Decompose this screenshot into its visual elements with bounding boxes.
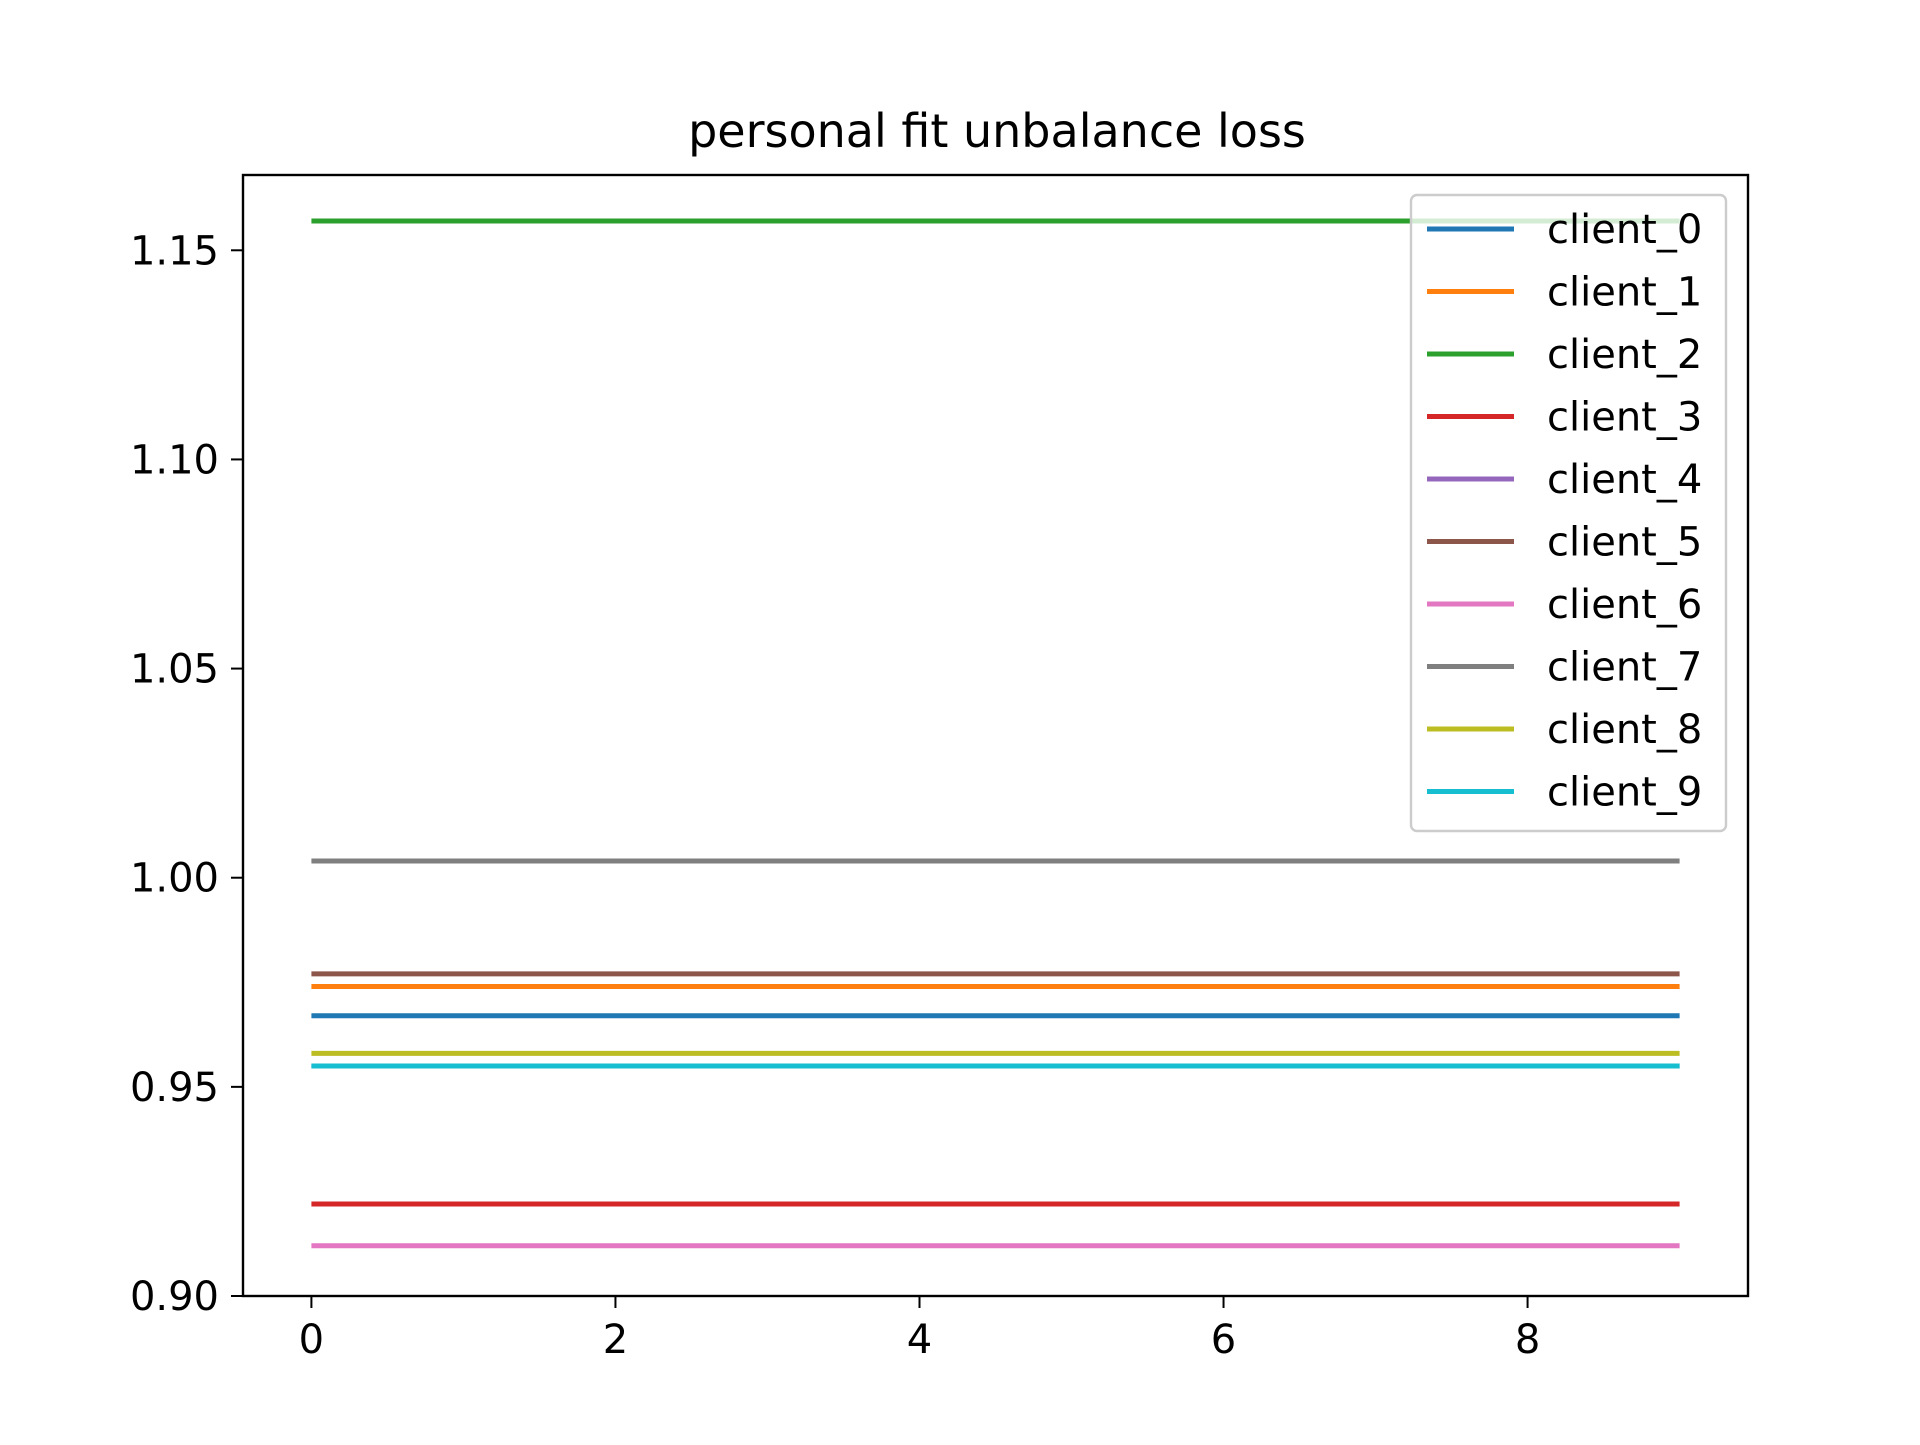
legend-item-client-1: client_1 — [1427, 270, 1702, 316]
x-tick-label: 6 — [1211, 1317, 1236, 1363]
plot-frame — [241, 173, 1750, 1298]
legend-label: client_9 — [1547, 770, 1702, 816]
x-tick-label: 0 — [299, 1317, 324, 1363]
legend-label: client_4 — [1547, 457, 1702, 503]
legend-item-client-5: client_5 — [1427, 520, 1702, 566]
y-tick-label: 1.00 — [130, 856, 219, 902]
legend-label: client_2 — [1547, 332, 1702, 378]
x-tick-label: 8 — [1515, 1317, 1540, 1363]
legend-label: client_5 — [1547, 520, 1702, 566]
legend-label: client_1 — [1547, 270, 1702, 316]
y-tick-label: 1.15 — [130, 228, 219, 274]
x-tick-label: 4 — [907, 1317, 932, 1363]
chart-title: personal fit unbalance loss — [688, 104, 1306, 158]
series-layer — [311, 218, 1680, 1249]
legend-label: client_8 — [1547, 707, 1702, 753]
legend-item-client-4: client_4 — [1427, 457, 1702, 503]
y-tick-label: 0.95 — [130, 1065, 219, 1111]
x-tick-label: 2 — [603, 1317, 628, 1363]
legend-item-client-8: client_8 — [1427, 707, 1702, 753]
legend-item-client-2: client_2 — [1427, 332, 1702, 378]
y-tick-label: 0.90 — [130, 1274, 219, 1320]
legend-label: client_0 — [1547, 207, 1702, 253]
legend-item-client-7: client_7 — [1427, 645, 1702, 691]
legend-item-client-0: client_0 — [1427, 207, 1702, 253]
y-tick-label: 1.05 — [130, 647, 219, 693]
legend-item-client-3: client_3 — [1427, 395, 1702, 441]
legend-item-client-9: client_9 — [1427, 770, 1702, 816]
y-tick-label: 1.10 — [130, 437, 219, 483]
x-axis: 0 2 4 6 8 — [299, 1296, 1540, 1363]
legend-label: client_3 — [1547, 395, 1702, 441]
legend-item-client-6: client_6 — [1427, 582, 1702, 628]
legend-label: client_7 — [1547, 645, 1702, 691]
legend-label: client_6 — [1547, 582, 1702, 628]
y-axis: 0.90 0.95 1.00 1.05 1.10 1.15 — [130, 228, 243, 1320]
legend: client_0 client_1 client_2 client_3 client_4… — [1409, 193, 1728, 833]
